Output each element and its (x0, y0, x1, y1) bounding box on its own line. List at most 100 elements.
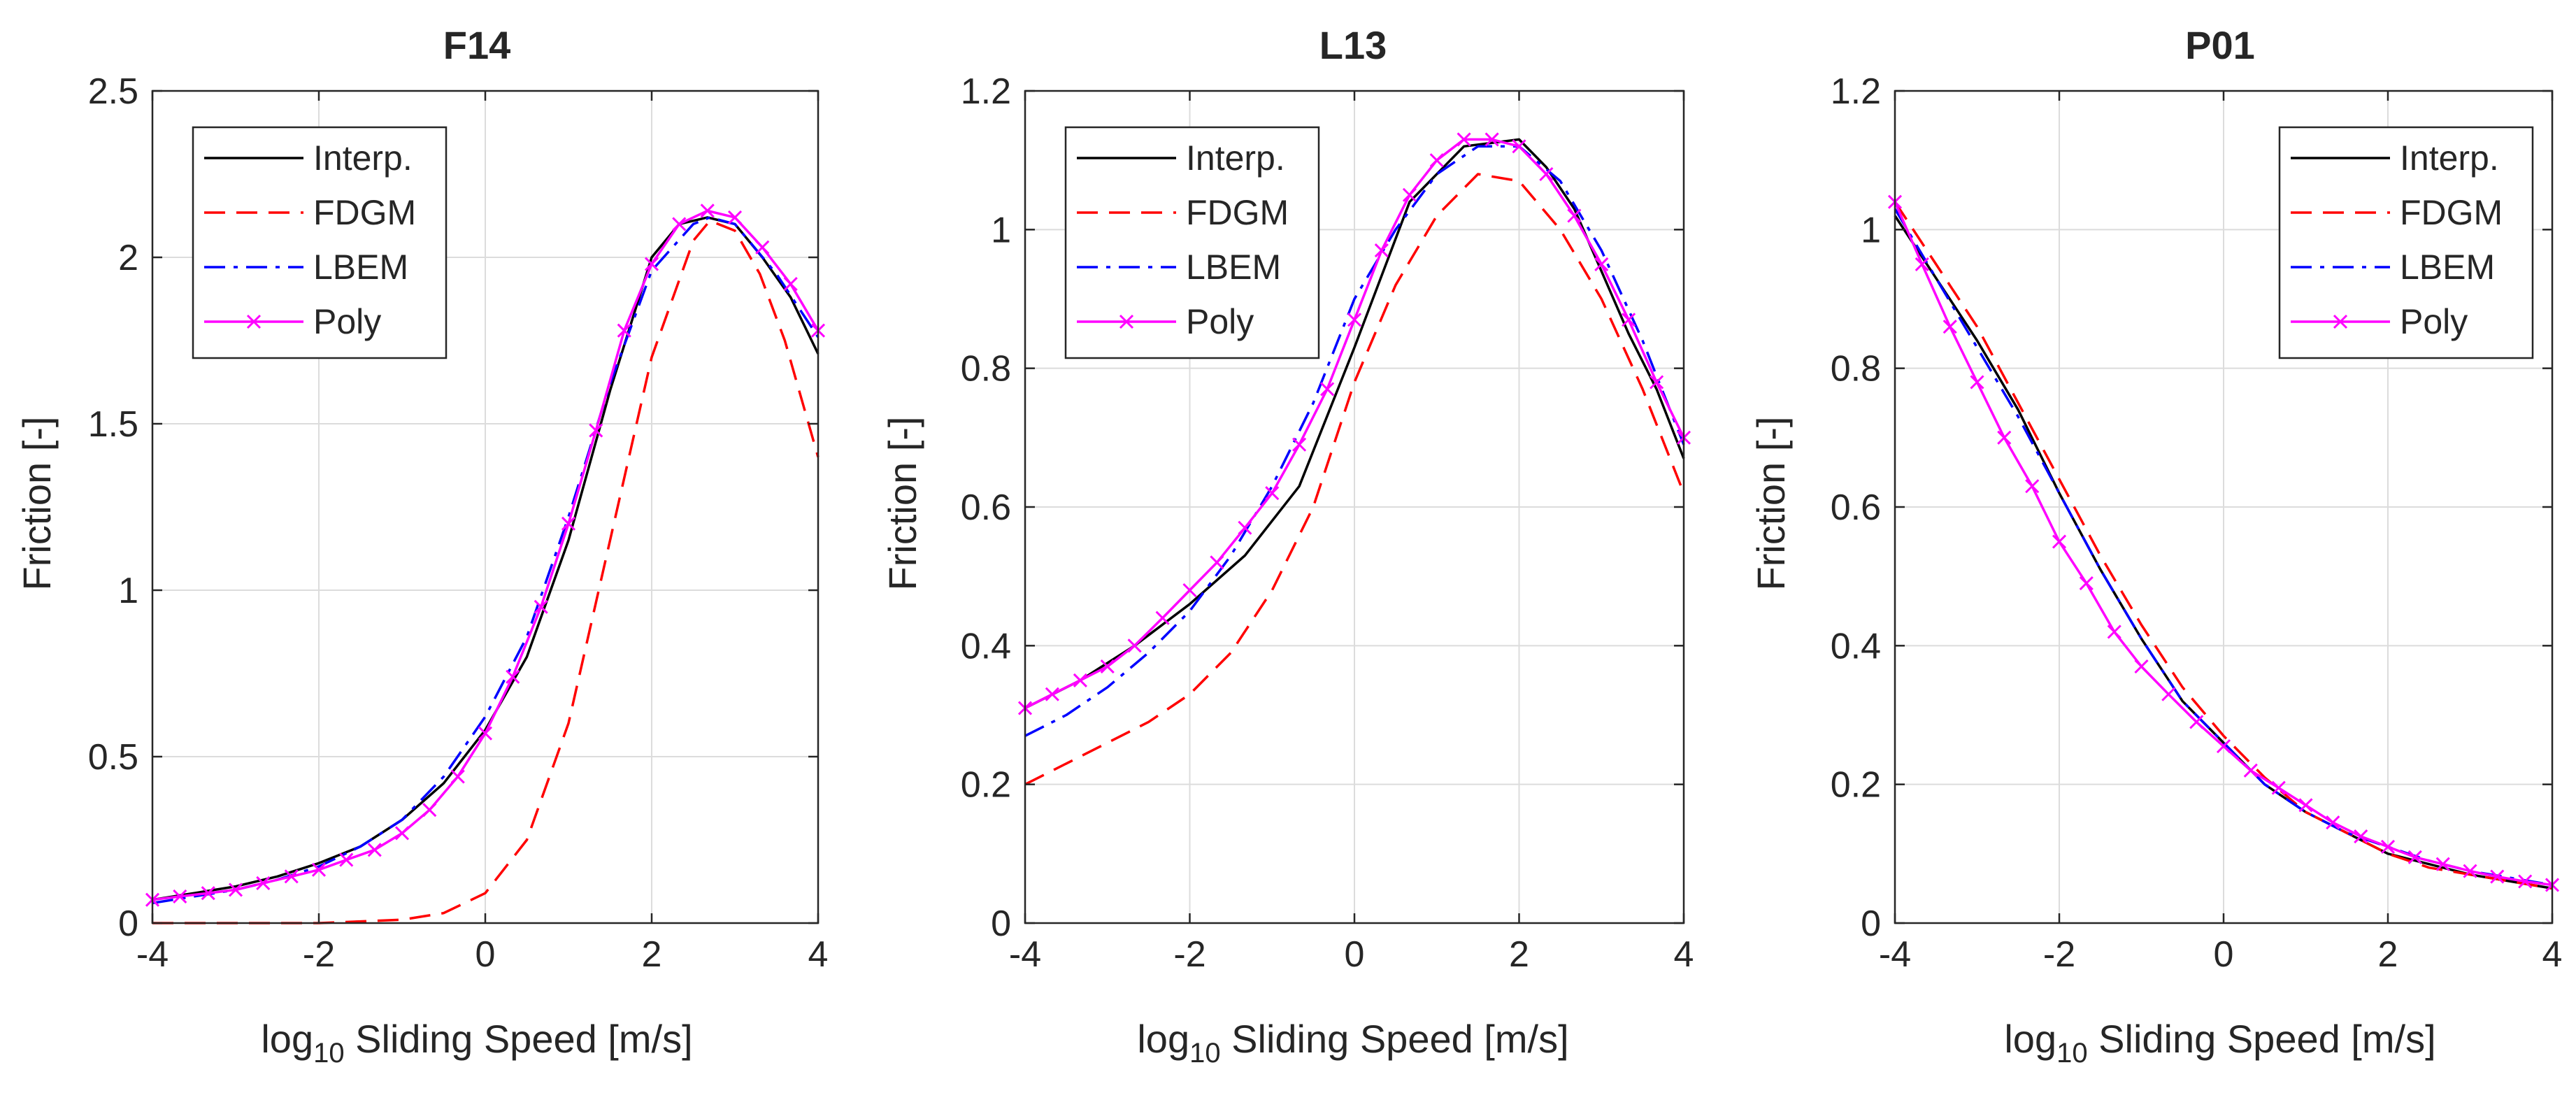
x-axis-label: log10 Sliding Speed [m/s] (1137, 1017, 1568, 1069)
data-point-marker (1539, 166, 1554, 182)
x-axis-label-subscript: 10 (2056, 1038, 2088, 1069)
legend-label: Poly (313, 302, 381, 341)
data-point-marker (644, 257, 659, 271)
y-tick-label: 0.2 (1831, 765, 1881, 806)
x-axis-label-prefix: log (1137, 1017, 1189, 1061)
data-point-marker (2354, 829, 2368, 844)
data-point-marker (589, 423, 603, 438)
data-point-marker (2435, 857, 2450, 871)
data-point-marker (2380, 839, 2396, 854)
legend-box (2278, 126, 2534, 359)
data-point-marker (2025, 479, 2040, 494)
x-tick-labels: -4 -2 0 2 4 (136, 934, 829, 975)
y-tick-label: 1.5 (88, 404, 138, 445)
x-tick-labels: -4 -2 0 2 4 (1009, 934, 1694, 975)
x-tick-label: 2 (2378, 934, 2398, 975)
x-tick-label: -2 (2043, 934, 2075, 975)
data-point-marker (561, 516, 576, 531)
y-tick-label: 0 (118, 903, 138, 944)
y-tick-labels: 0 0.2 0.4 0.6 0.8 1 1.2 (961, 71, 1011, 944)
y-axis-label: Friction [-] (15, 417, 59, 591)
data-point-marker (1484, 132, 1499, 147)
legend: Interp. FDGM LBEM Poly (2278, 126, 2534, 359)
data-point-marker (1594, 257, 1609, 271)
data-point-marker (1073, 673, 1087, 687)
data-point-marker (422, 803, 437, 817)
x-tick-label: -4 (1879, 934, 1911, 975)
data-point-marker (1567, 208, 1582, 223)
data-point-marker (506, 669, 520, 684)
x-tick-label: 0 (2214, 934, 2234, 975)
data-point-marker (727, 210, 743, 224)
x-axis-label-suffix: Sliding Speed [m/s] (345, 1017, 693, 1061)
x-tick-label: 4 (1674, 934, 1694, 975)
series-line (1024, 145, 1685, 737)
data-point-marker (1402, 187, 1417, 202)
legend-label: LBEM (1186, 248, 1281, 287)
data-point-marker (2052, 534, 2067, 549)
x-tick-label: -4 (1009, 934, 1041, 975)
legend-box (192, 126, 448, 359)
data-point-marker (1512, 139, 1526, 154)
y-tick-label: 0.5 (88, 737, 138, 778)
data-point-marker (1265, 486, 1280, 501)
x-tick-label: 4 (808, 934, 829, 975)
y-tick-label: 1 (1861, 210, 1881, 250)
y-tick-label: 0 (1861, 903, 1881, 944)
y-tick-label: 0.6 (961, 487, 1011, 528)
y-tick-label: 1 (991, 210, 1011, 250)
data-point-marker (2107, 624, 2121, 639)
x-tick-label: -2 (303, 934, 335, 975)
series-line (1024, 138, 1685, 710)
legend-label: LBEM (2400, 248, 2495, 287)
data-point-marker (534, 599, 548, 614)
data-point-marker (1347, 313, 1362, 327)
data-point-marker (1622, 313, 1636, 327)
data-point-marker (1997, 430, 2012, 445)
data-point-marker (1292, 437, 1307, 452)
data-point-marker (783, 277, 798, 292)
data-point-marker (228, 883, 243, 897)
y-tick-label: 0 (991, 903, 1011, 944)
chart-title: L13 (1319, 23, 1387, 67)
y-tick-label: 0.6 (1831, 487, 1881, 528)
data-point-marker (450, 769, 465, 784)
data-point-marker (1210, 555, 1224, 570)
data-point-marker (1100, 659, 1115, 674)
data-point-marker (617, 323, 631, 338)
y-tick-label: 0.4 (1831, 626, 1881, 666)
data-point-marker (755, 240, 770, 255)
y-tick-label: 2.5 (88, 71, 138, 112)
y-axis-label: Friction [-] (1749, 417, 1793, 591)
legend-label: FDGM (313, 193, 416, 232)
legend-label: Poly (2400, 302, 2468, 341)
data-point-marker (2326, 815, 2340, 830)
data-point-marker (2518, 874, 2533, 889)
x-tick-label: 0 (475, 934, 496, 975)
y-tick-label: 2 (118, 238, 138, 278)
x-tick-label: 2 (642, 934, 662, 975)
x-axis-label-subscript: 10 (313, 1038, 345, 1069)
y-tick-labels: 0 0.5 1 1.5 2 2.5 (88, 71, 138, 944)
data-point-marker (1970, 375, 1984, 390)
data-point-marker (1650, 375, 1664, 390)
data-point-marker (311, 862, 327, 877)
data-point-marker (2134, 659, 2149, 674)
x-tick-label: -4 (136, 934, 169, 975)
legend-marker (2333, 314, 2348, 329)
y-tick-label: 0.8 (1831, 349, 1881, 390)
x-axis-label-prefix: log (261, 1017, 313, 1061)
x-tick-labels: -4 -2 0 2 4 (1879, 934, 2563, 975)
data-point-marker (1429, 153, 1444, 168)
subplot-3: P01 Friction [-] log10 Sliding Speed [m/… (1749, 23, 2562, 1069)
data-point-marker (2189, 715, 2204, 729)
data-point-marker (201, 886, 215, 901)
legend-marker (1119, 314, 1134, 329)
data-point-marker (173, 889, 187, 903)
legend-label: FDGM (1186, 193, 1289, 232)
data-point-marker (1374, 243, 1389, 258)
y-tick-label: 0.8 (961, 349, 1011, 390)
legend-label: LBEM (313, 248, 408, 287)
series-line (152, 219, 820, 924)
data-point-marker (1155, 610, 1170, 625)
